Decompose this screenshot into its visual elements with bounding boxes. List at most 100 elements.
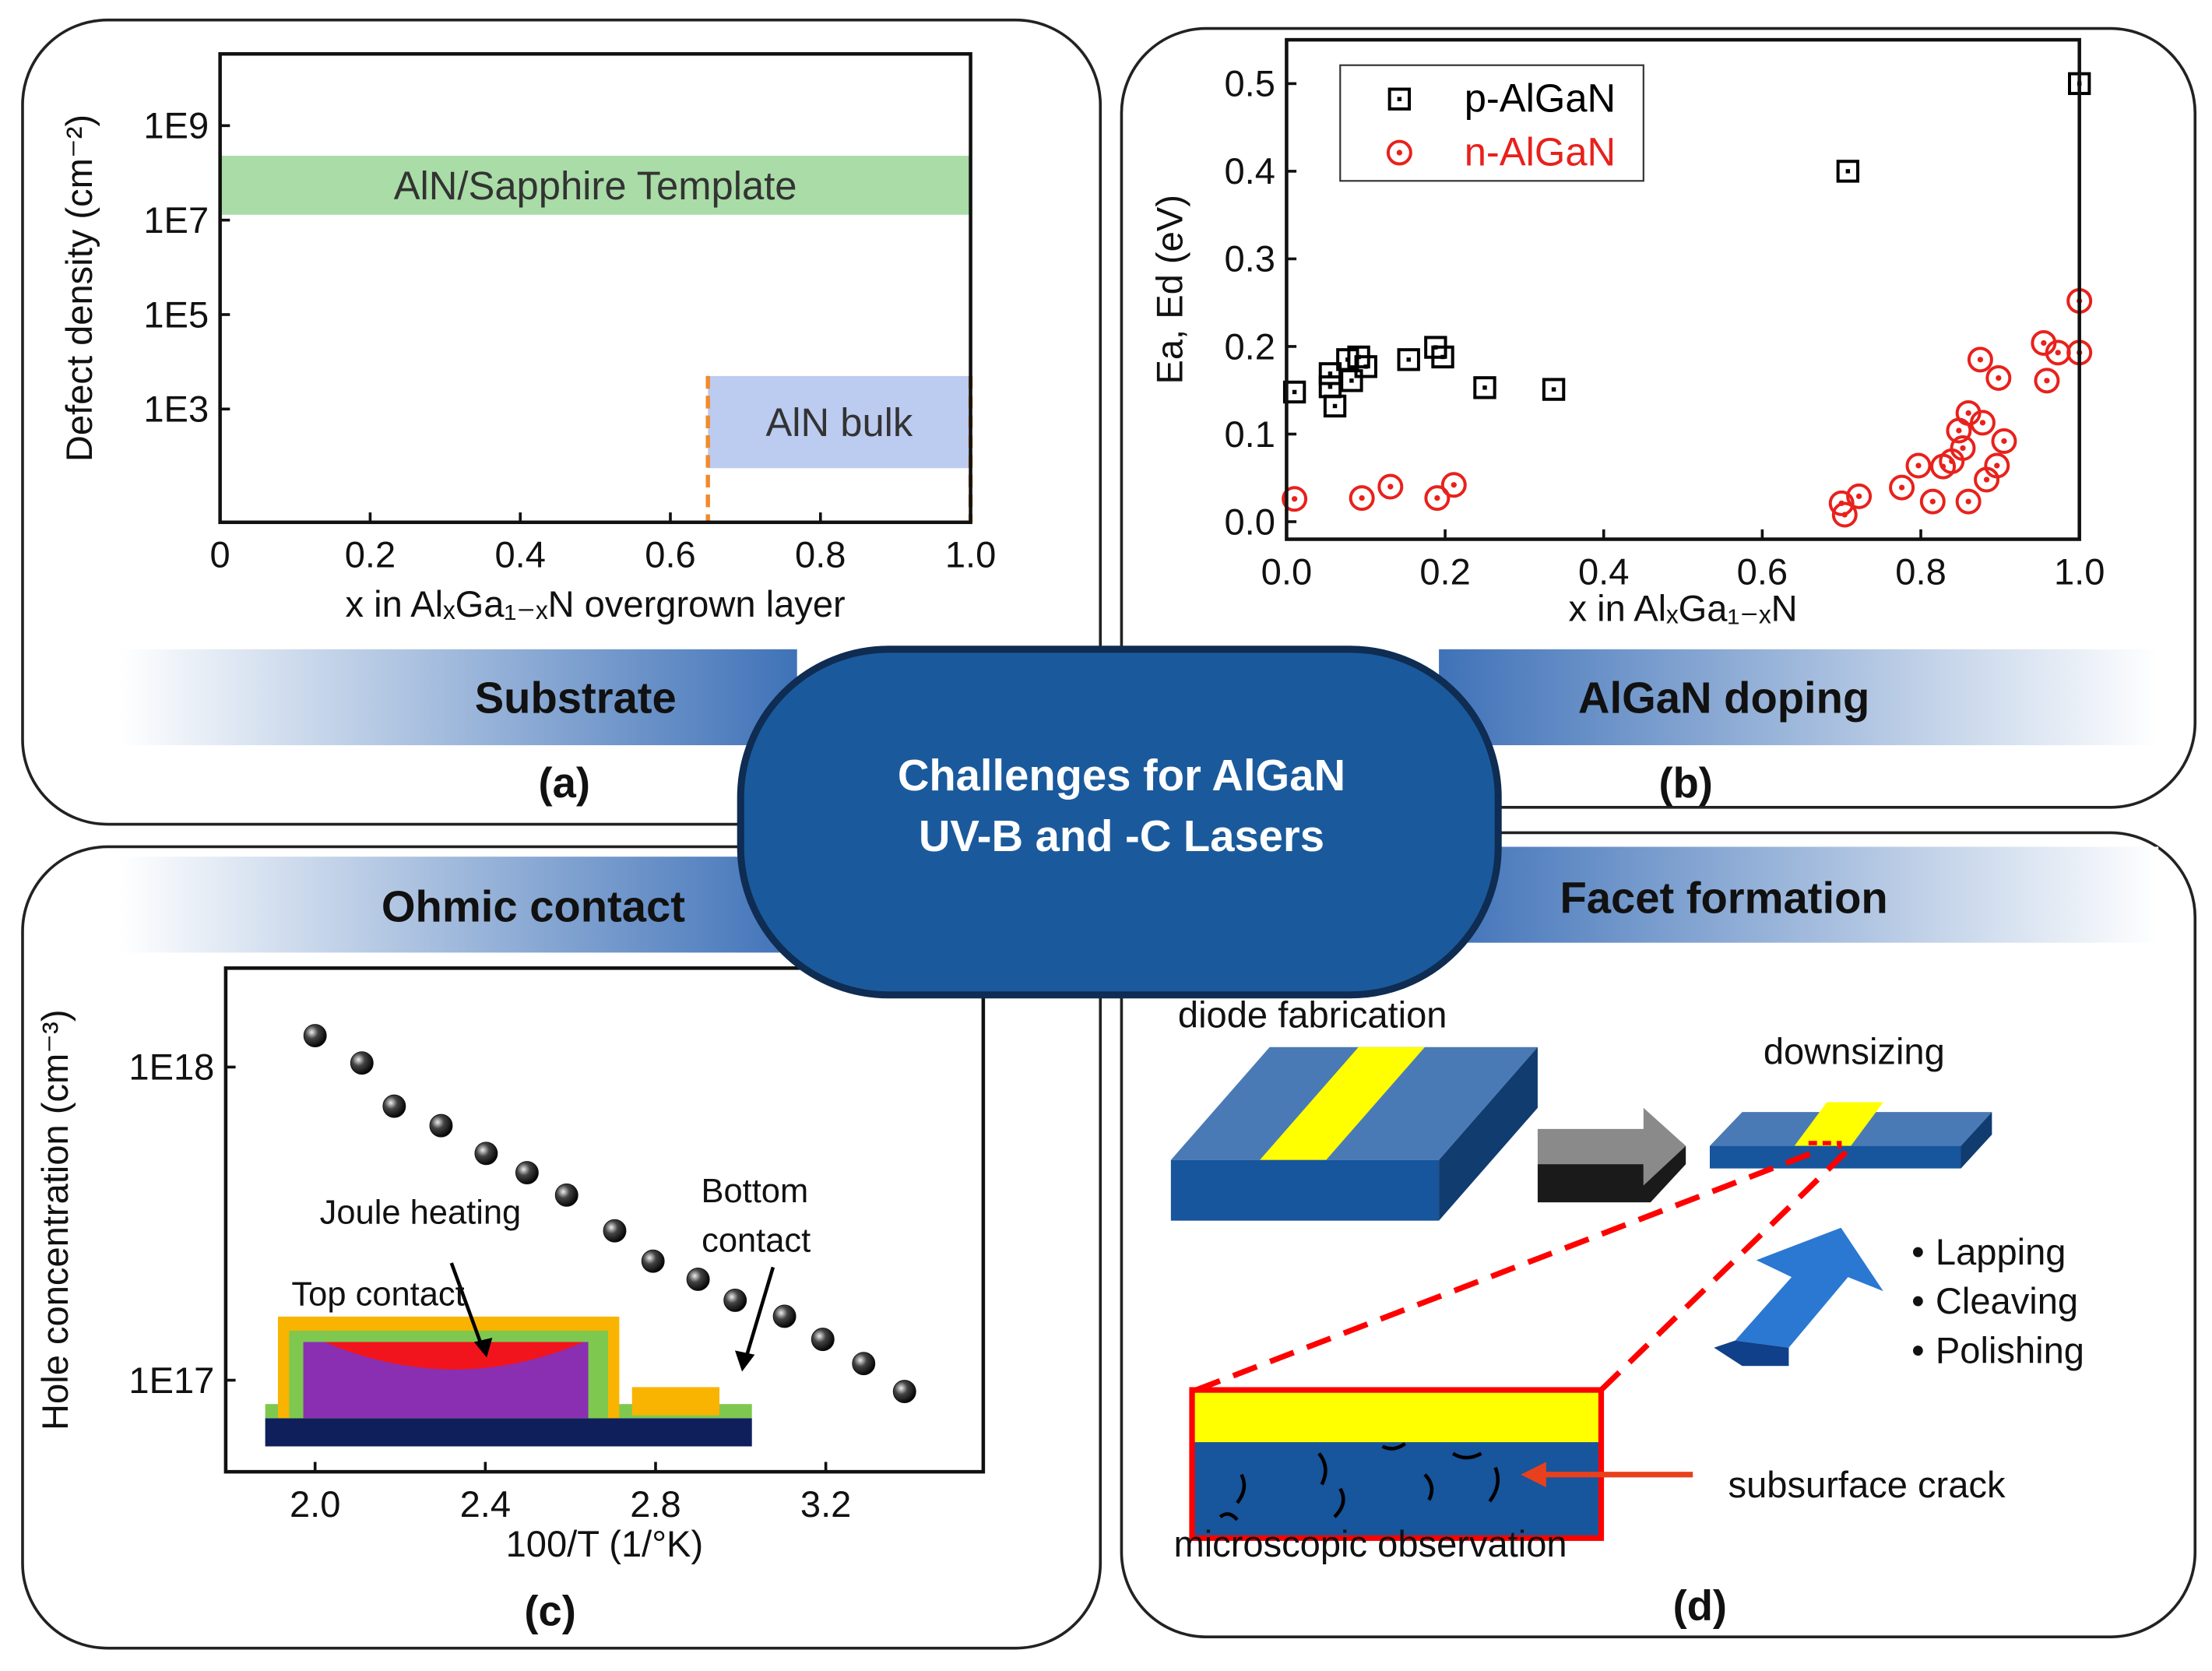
y-tick-label: 0.0 [1224,501,1275,542]
point-dot [1363,364,1368,369]
point-dot [1292,389,1297,395]
point [686,1268,710,1291]
point-dot [2041,339,2047,347]
point-dot [1977,357,1984,363]
annotation: Top contact [291,1275,464,1313]
point [1282,486,1308,512]
method: Lapping [1936,1231,2066,1272]
y-tick-label: 0.3 [1224,238,1275,280]
y-tick-label: 0.5 [1224,63,1275,104]
point [1846,483,1873,509]
y-tick-label: 1E17 [128,1360,214,1401]
point-dot [1349,378,1354,383]
point [1282,380,1306,404]
panel-label: (a) [539,759,590,807]
x-tick-label: 3.2 [800,1483,851,1525]
point-dot [1387,484,1394,490]
annotation: Bottom [701,1173,808,1210]
point [1905,452,1932,479]
point-dot [1397,97,1402,101]
point-dot [1996,375,2002,382]
point [1440,472,1467,498]
panel-label: (d) [1673,1581,1727,1629]
x-tick-label: 0 [210,534,230,575]
point [1991,427,2017,454]
y-axis-label: Ea, Ed (eV) [1148,195,1190,384]
band-label: AlN/Sapphire Template [394,164,797,208]
method: Cleaving [1936,1280,2078,1321]
crack-label: subsurface crack [1728,1464,2006,1505]
bullet: • [1911,1231,1925,1272]
header-bar [120,649,797,746]
point [1985,364,2012,391]
point [1542,378,1566,401]
point [1349,485,1375,512]
point-dot [1929,498,1936,505]
y-tick-label: 0.2 [1224,325,1275,367]
point [1955,488,1982,515]
point [892,1380,916,1404]
point [554,1183,578,1207]
y-axis-label: Defect density (cm⁻²) [58,114,100,462]
point-dot [1440,354,1445,360]
point-dot [1396,150,1402,156]
y-tick-label: 1E9 [143,105,209,146]
x-tick-label: 0.6 [645,534,695,575]
panel-label: (b) [1658,759,1712,807]
x-tick-label: 0.8 [1895,551,1946,592]
panel-label: (c) [524,1588,575,1635]
point [2034,368,2060,394]
x-tick-label: 0.2 [1419,551,1470,592]
bullet: • [1911,1280,1925,1321]
point [1377,473,1404,500]
method: Polishing [1936,1330,2084,1371]
panel-heading: Substrate [475,673,677,722]
point-dot [1551,387,1556,392]
point-dot [1979,420,1986,426]
point [1967,347,1993,373]
panel-frame [1120,831,2197,1638]
y-tick-label: 1E3 [143,389,209,430]
y-tick-label: 1E18 [128,1047,214,1088]
point [852,1352,876,1376]
bullet: • [1911,1330,1925,1371]
observation-label: microscopic observation [1173,1523,1567,1564]
point [1318,362,1342,385]
point-dot [1915,463,1922,469]
legend-marker [1387,87,1412,111]
point [303,1024,327,1047]
center-pill [737,646,1502,999]
panel-heading: Ohmic contact [382,882,685,931]
y-tick-label: 0.4 [1224,150,1275,192]
y-tick-label: 0.1 [1224,413,1275,455]
point-dot [2001,438,2007,445]
point-dot [1451,482,1457,488]
x-tick-label: 0.0 [1261,551,1312,592]
point [811,1328,835,1352]
panel-heading: Facet formation [1560,874,1887,923]
panel-frame [1120,26,2197,809]
x-axis-label: 100/T (1/°K) [506,1523,704,1564]
point-dot [1328,371,1333,376]
point [1836,160,1860,183]
plot-frame [223,966,986,1474]
center-title: Challenges for AlGaN [898,751,1345,800]
point-dot [1841,512,1848,518]
x-axis-label: x in AlₓGa₁₋ₓN [1568,588,1797,629]
point-dot [1983,477,1990,483]
x-tick-label: 2.8 [630,1483,680,1525]
header-bar [120,857,797,953]
plot-frame [218,51,972,525]
x-tick-label: 0.4 [494,534,545,575]
y-axis-label: Hole concentration (cm⁻³) [34,1010,76,1430]
point [1831,501,1858,528]
point-dot [1359,494,1365,501]
point [772,1304,797,1328]
plot-frame [1285,37,2081,541]
point-dot [1845,169,1851,174]
y-tick-label: 1E5 [143,294,209,335]
point-dot [1960,445,1966,452]
point [1424,485,1451,512]
